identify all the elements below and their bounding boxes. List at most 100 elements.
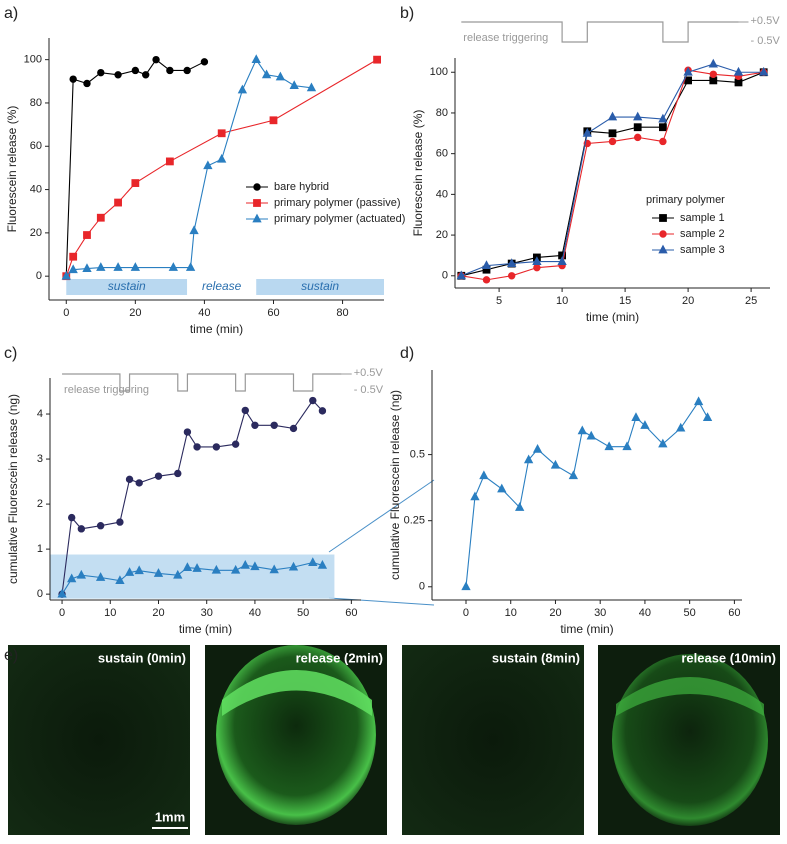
marker: [237, 84, 248, 94]
trigger-high-label: +0.5V: [751, 15, 781, 27]
marker: [212, 443, 221, 451]
x-tick-label: 80: [336, 307, 348, 319]
marker: [182, 562, 193, 571]
legend-label: primary polymer (passive): [274, 197, 401, 209]
marker: [251, 421, 259, 429]
marker: [309, 396, 317, 405]
x-tick-label: 10: [556, 295, 568, 307]
y-axis-title: cumulative Fluorescein release (ng): [388, 390, 402, 580]
x-tick-label: 40: [249, 607, 261, 619]
marker: [131, 66, 140, 75]
marker: [96, 521, 105, 530]
marker: [456, 270, 466, 280]
marker: [659, 230, 667, 238]
legend-label: sample 3: [680, 244, 725, 256]
series-line: [465, 400, 709, 587]
marker: [481, 260, 492, 270]
marker: [96, 262, 106, 271]
marker: [76, 569, 87, 579]
trigger-low-label: - 0.5V: [354, 384, 384, 396]
trigger-waveform: [62, 373, 342, 392]
marker: [582, 127, 592, 137]
marker: [497, 483, 507, 493]
marker: [83, 79, 91, 88]
marker: [154, 472, 163, 480]
phase-band: [187, 279, 257, 295]
panel-label: e): [4, 647, 18, 664]
marker: [168, 262, 178, 271]
marker: [532, 443, 543, 453]
micrograph: [402, 645, 584, 835]
x-tick-label: 10: [104, 607, 116, 619]
marker: [131, 179, 140, 187]
marker: [142, 71, 150, 79]
y-tick-label: 40: [30, 183, 42, 195]
marker: [308, 557, 318, 567]
x-tick-label: 10: [505, 607, 517, 619]
y-tick-label: 100: [24, 54, 42, 66]
x-tick-label: 60: [267, 307, 279, 319]
micrograph-label: sustain (0min): [98, 650, 186, 665]
marker: [631, 412, 641, 421]
marker: [759, 66, 769, 76]
marker: [192, 563, 202, 572]
marker: [166, 66, 174, 75]
marker: [702, 412, 713, 421]
trigger-high-label: +0.5V: [354, 367, 384, 379]
marker: [185, 262, 196, 271]
marker: [97, 68, 105, 77]
panel-label: a): [4, 5, 18, 22]
marker: [134, 565, 144, 575]
y-axis-title: Fluorescein release (%): [411, 110, 425, 237]
marker: [241, 406, 249, 415]
marker: [633, 111, 643, 121]
marker: [658, 113, 668, 123]
phase-label: sustain: [108, 279, 146, 293]
marker: [523, 454, 534, 464]
marker: [288, 561, 299, 571]
marker: [69, 252, 78, 261]
x-tick-label: 40: [639, 607, 651, 619]
marker: [217, 129, 226, 138]
marker: [275, 71, 286, 81]
x-tick-label: 20: [129, 307, 141, 319]
marker: [577, 425, 587, 435]
phase-band: [66, 279, 188, 295]
y-tick-label: 60: [436, 148, 448, 160]
x-axis-title: time (min): [586, 310, 639, 324]
marker: [318, 407, 327, 415]
marker: [659, 214, 667, 222]
marker: [289, 424, 298, 433]
marker: [153, 568, 164, 577]
marker: [608, 137, 617, 146]
marker: [659, 123, 667, 132]
marker: [658, 438, 668, 448]
panel-label: c): [4, 345, 17, 362]
micrograph-label: release (2min): [296, 650, 383, 665]
marker: [116, 518, 124, 526]
y-tick-label: 80: [30, 97, 42, 109]
marker: [95, 572, 106, 581]
scale-bar-label: 1mm: [155, 809, 185, 824]
marker: [640, 420, 650, 429]
marker: [252, 213, 262, 223]
marker: [550, 459, 561, 469]
panel-label: d): [400, 345, 414, 362]
marker: [152, 55, 160, 64]
marker: [130, 262, 141, 271]
marker: [183, 66, 191, 75]
marker: [193, 443, 201, 451]
marker: [289, 80, 299, 90]
y-tick-label: 40: [436, 188, 448, 200]
x-tick-label: 30: [594, 607, 606, 619]
legend-label: bare hybrid: [274, 181, 329, 193]
marker: [533, 263, 541, 272]
marker: [261, 69, 272, 79]
micrograph: [8, 645, 190, 835]
y-tick-label: 1: [37, 543, 43, 555]
legend-label: sample 1: [680, 212, 725, 224]
marker: [659, 137, 667, 146]
marker: [240, 559, 250, 569]
marker: [183, 428, 192, 436]
